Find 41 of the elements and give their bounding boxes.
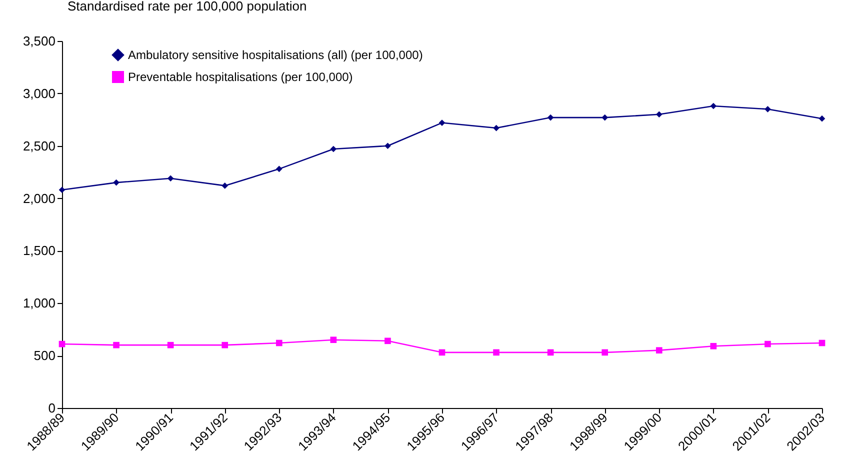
point — [113, 342, 120, 348]
point — [602, 349, 608, 356]
point — [222, 182, 228, 189]
point — [384, 338, 391, 344]
y-tick-label: 500 — [34, 348, 56, 364]
point — [656, 347, 662, 354]
legend-label: Preventable hospitalisations (per 100,000) — [128, 70, 353, 84]
point — [547, 349, 554, 356]
y-axis-title: Standardised rate per 100,000 population — [68, 0, 307, 14]
point — [58, 186, 66, 194]
point — [602, 114, 608, 121]
point — [818, 115, 826, 122]
point — [58, 340, 66, 348]
point — [330, 336, 337, 344]
point — [818, 340, 826, 346]
point — [276, 166, 282, 172]
y-tick-label: 2,000 — [22, 190, 56, 206]
y-tick-label: 2,500 — [22, 138, 56, 154]
legend-label: Ambulatory sensitive hospitalisations (all) (per 100,000) — [128, 48, 423, 62]
point — [276, 340, 282, 346]
point — [764, 106, 771, 112]
point — [438, 349, 446, 356]
point — [167, 175, 174, 182]
point — [384, 142, 391, 150]
point — [493, 124, 500, 132]
point — [547, 114, 554, 121]
point — [493, 349, 500, 356]
y-tick-label: 0 — [48, 400, 56, 416]
point — [656, 111, 662, 118]
y-tick-label: 3,000 — [22, 86, 56, 101]
point — [167, 342, 174, 348]
point — [113, 179, 120, 186]
point — [710, 342, 717, 350]
point — [438, 120, 446, 126]
point — [710, 102, 717, 110]
y-tick-label: 3,500 — [22, 34, 56, 48]
y-tick-label: 1,500 — [22, 243, 56, 258]
y-tick-label: 1,000 — [22, 296, 56, 311]
point — [330, 146, 337, 152]
point — [222, 342, 228, 348]
point — [764, 340, 771, 348]
